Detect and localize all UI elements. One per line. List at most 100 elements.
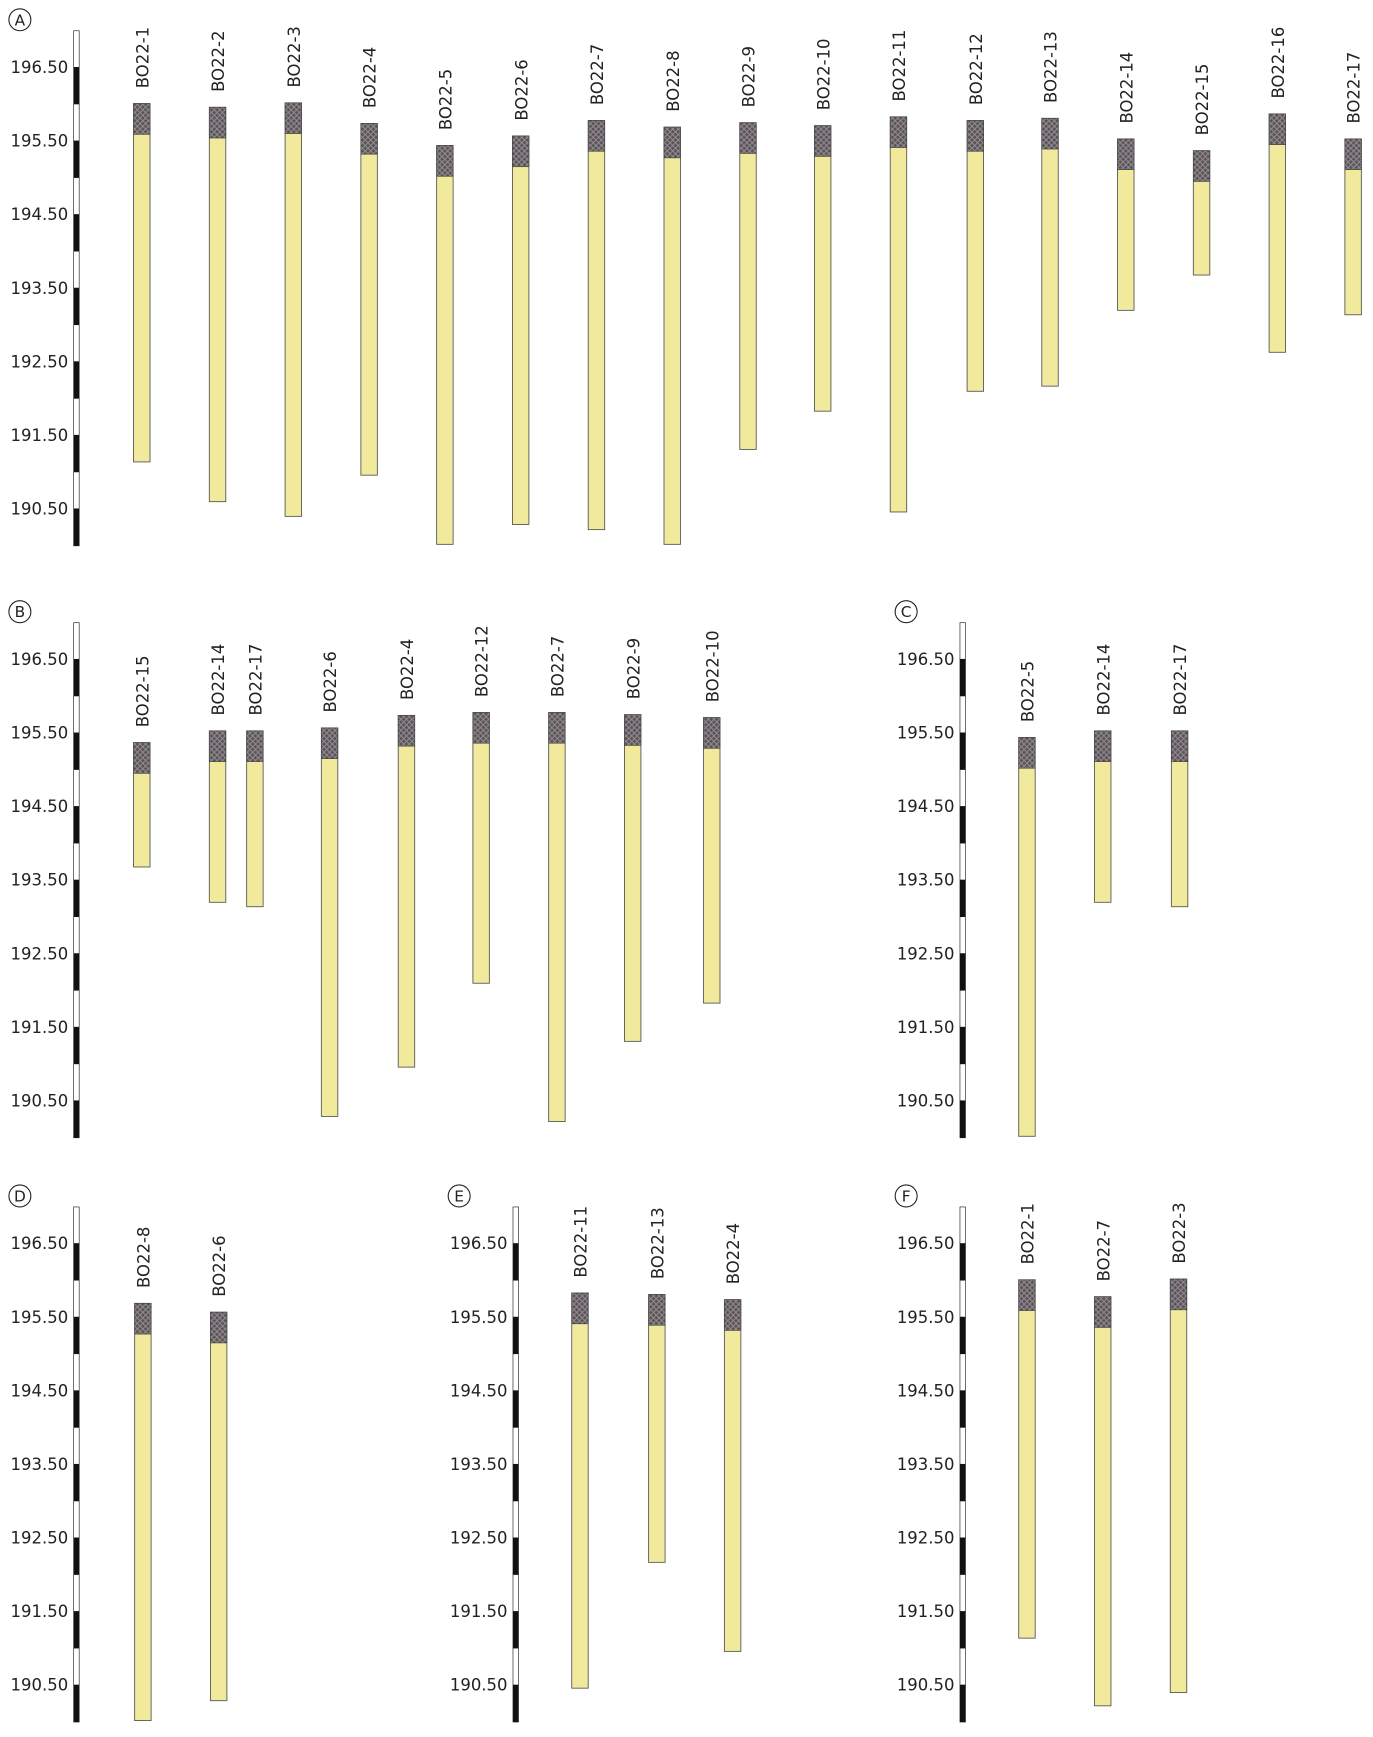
topsoil [321, 728, 337, 759]
panel-letter: E [454, 1187, 464, 1205]
y-tick-label: 191.50 [11, 1018, 69, 1037]
topsoil [890, 117, 906, 148]
axis-segment [74, 807, 79, 844]
topsoil [1019, 737, 1035, 768]
y-tick-label: 195.50 [897, 1308, 955, 1327]
topsoil [134, 104, 150, 135]
y-tick-label: 194.50 [897, 797, 955, 816]
axis-segment [513, 1391, 518, 1428]
y-tick-label: 192.50 [897, 1529, 955, 1548]
y-tick-label: 193.50 [11, 1455, 69, 1474]
y-tick-label: 194.50 [897, 1381, 955, 1400]
axis-segment [513, 1317, 518, 1354]
borehole-label: BO22-4 [398, 639, 417, 700]
axis-segment [513, 1538, 518, 1575]
y-tick-label: 196.50 [897, 1234, 955, 1253]
axis-segment [960, 659, 965, 696]
topsoil [437, 146, 453, 177]
topsoil [1171, 731, 1187, 762]
topsoil [247, 731, 263, 762]
axis-segment [960, 1101, 965, 1138]
borehole-column [1042, 118, 1058, 386]
topsoil [398, 715, 414, 746]
topsoil [649, 1295, 665, 1326]
borehole-label: BO22-12 [967, 33, 986, 105]
borehole-column [572, 1293, 588, 1688]
borehole-column [704, 718, 720, 1003]
y-tick-label: 190.50 [897, 1091, 955, 1110]
axis-segment [74, 1464, 79, 1501]
axis-segment [74, 509, 79, 546]
y-tick-label: 190.50 [11, 1676, 69, 1695]
axis-segment [74, 1612, 79, 1649]
y-tick-label: 196.50 [11, 58, 69, 77]
topsoil [664, 127, 680, 158]
axis-segment [960, 1244, 965, 1281]
axis-segment [74, 1244, 79, 1281]
borehole-label: BO22-2 [209, 31, 228, 92]
axis-segment [513, 1685, 518, 1722]
borehole-column [549, 712, 565, 1121]
borehole-column [624, 715, 640, 1042]
axis-segment [960, 807, 965, 844]
figure: A196.50195.50194.50193.50192.50191.50190… [0, 0, 1373, 1733]
topsoil [1042, 118, 1058, 149]
y-tick-label: 193.50 [897, 1455, 955, 1474]
axis-segment [513, 1244, 518, 1281]
axis-segment [74, 141, 79, 178]
y-tick-label: 192.50 [11, 1529, 69, 1548]
borehole-column [321, 728, 337, 1117]
axis-segment [960, 954, 965, 991]
y-tick-label: 190.50 [450, 1676, 508, 1695]
y-tick-label: 194.50 [11, 797, 69, 816]
topsoil [724, 1300, 740, 1331]
axis-segment [74, 68, 79, 105]
borehole-column [740, 123, 756, 450]
borehole-label: BO22-14 [1094, 644, 1113, 716]
y-tick-label: 193.50 [11, 279, 69, 298]
topsoil [1269, 114, 1285, 145]
borehole-label: BO22-11 [572, 1206, 591, 1278]
topsoil [1170, 1279, 1186, 1310]
y-tick-label: 195.50 [11, 724, 69, 743]
topsoil [1118, 139, 1134, 170]
y-tick-label: 193.50 [897, 871, 955, 890]
y-tick-label: 190.50 [11, 500, 69, 519]
borehole-label: BO22-3 [285, 26, 304, 87]
y-tick-label: 196.50 [11, 650, 69, 669]
borehole-label: BO22-4 [724, 1223, 743, 1284]
borehole-column [398, 715, 414, 1067]
y-tick-label: 194.50 [450, 1381, 508, 1400]
y-tick-label: 190.50 [11, 1091, 69, 1110]
axis-segment [74, 215, 79, 252]
borehole-column [1019, 737, 1035, 1136]
borehole-label: BO22-6 [512, 59, 531, 120]
axis-segment [74, 1685, 79, 1722]
axis-segment [960, 1464, 965, 1501]
axis-segment [74, 1391, 79, 1428]
borehole-column [361, 123, 377, 475]
topsoil [473, 712, 489, 743]
axis-segment [74, 659, 79, 696]
topsoil [1193, 151, 1209, 182]
y-tick-label: 190.50 [897, 1676, 955, 1695]
borehole-column [285, 103, 301, 517]
y-tick-label: 192.50 [11, 352, 69, 371]
borehole-column [724, 1300, 740, 1652]
axis-segment [74, 1538, 79, 1575]
panel-letter: C [901, 603, 912, 621]
topsoil [549, 712, 565, 743]
borehole-column [967, 121, 983, 392]
axis-segment [513, 1612, 518, 1649]
topsoil [209, 107, 225, 138]
topsoil [814, 126, 830, 157]
topsoil [588, 121, 604, 152]
axis-segment [74, 362, 79, 399]
y-tick-label: 191.50 [897, 1602, 955, 1621]
axis-segment [74, 288, 79, 325]
y-tick-label: 195.50 [450, 1308, 508, 1327]
borehole-column [588, 121, 604, 530]
axis-segment [74, 733, 79, 770]
borehole-label: BO22-9 [624, 638, 643, 699]
borehole-label: BO22-10 [814, 38, 833, 110]
